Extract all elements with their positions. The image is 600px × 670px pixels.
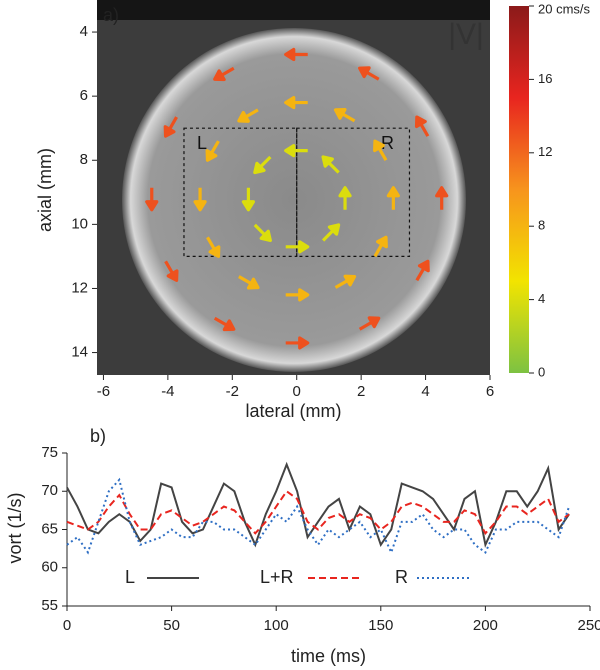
velocity-arrow (333, 107, 356, 123)
vessel (122, 28, 466, 372)
series-line (66, 477, 571, 556)
y-axis-label: axial (mm) (35, 148, 55, 232)
panel-label: a) (103, 5, 119, 25)
region-box (296, 127, 411, 258)
y-tick-label: 10 (71, 215, 88, 232)
x-axis-label: lateral (mm) (245, 401, 341, 421)
velocity-arrow (338, 186, 352, 210)
velocity-arrow (358, 316, 381, 331)
series-line (66, 489, 570, 536)
y-tick-label: 4 (80, 23, 88, 40)
velocity-arrow (145, 187, 159, 212)
y-tick-label: 70 (41, 482, 58, 499)
image-top (97, 0, 490, 20)
velocity-arrow (373, 139, 388, 161)
y-tick-label: 65 (41, 520, 58, 537)
panel-a: -6 -4 -2 0 2 4 6 4 6 8 10 12 14 lateral (mm) axial (mm… (35, 1, 591, 420)
velocity-arrow (285, 240, 310, 254)
velocity-arrow (321, 223, 341, 242)
velocity-arrow (193, 187, 207, 212)
x-tick-label: -6 (97, 383, 110, 400)
velocity-arrow (321, 155, 340, 174)
x-tick-label: 50 (163, 617, 180, 634)
y-tick-label: 6 (80, 87, 88, 104)
x-tick-label: -2 (226, 383, 239, 400)
colorbar-tick-label: 16 (538, 71, 552, 86)
region-box (183, 127, 298, 258)
panel-label: b) (90, 426, 106, 446)
x-axis-label: time (ms) (291, 646, 366, 666)
y-tick-label: 60 (41, 559, 58, 576)
annotation: |V| (448, 18, 484, 51)
y-tick-label: 14 (71, 344, 88, 361)
x-tick-label: 200 (473, 617, 498, 634)
legend-label: R (395, 567, 408, 587)
ultrasound-image (97, 0, 490, 375)
velocity-arrow (163, 116, 178, 138)
colorbar-tick-label: 8 (538, 218, 545, 233)
colorbar-tick-label: 0 (538, 364, 545, 379)
velocity-arrow (285, 288, 310, 302)
region-label: R (381, 133, 394, 153)
velocity-arrow (205, 140, 220, 162)
x-tick-label: 0 (63, 617, 71, 634)
region-label: L (197, 133, 207, 153)
y-tick-label: 8 (80, 151, 88, 168)
velocity-arrow (284, 47, 308, 62)
velocity-arrow (164, 260, 179, 282)
velocity-arrow (358, 66, 380, 81)
x-tick-label: 4 (421, 383, 429, 400)
velocity-arrow (253, 155, 272, 175)
y-tick-label: 55 (41, 597, 58, 614)
x-tick-label: -4 (161, 383, 174, 400)
colorbar-tick-label: 20 cms/s (538, 1, 591, 16)
velocity-arrow (237, 108, 259, 123)
velocity-arrow (334, 274, 357, 289)
colorbar-tick-label: 4 (538, 291, 545, 306)
x-tick-label: 100 (264, 617, 289, 634)
velocity-arrow (415, 259, 430, 282)
legend-label: L (125, 567, 135, 587)
y-axis-label: vort (1/s) (5, 492, 25, 563)
velocity-arrow (284, 95, 308, 110)
velocity-arrow (435, 186, 449, 210)
velocity-arrow (206, 236, 221, 258)
x-tick-label: 150 (368, 617, 393, 634)
velocity-arrow (241, 187, 256, 212)
velocity-arrow (285, 336, 310, 350)
legend-label: L+R (260, 567, 294, 587)
x-tick-label: 250 (577, 617, 600, 634)
velocity-arrow (414, 115, 430, 137)
velocity-arrow (386, 186, 400, 210)
x-tick-label: 6 (486, 383, 494, 400)
velocity-arrow (213, 316, 236, 332)
colorbar-tick-label: 12 (538, 144, 552, 159)
x-tick-label: 0 (293, 383, 301, 400)
velocity-arrow (238, 275, 260, 290)
velocity-arrow (373, 235, 388, 258)
colorbar (509, 6, 529, 373)
velocity-arrow (284, 144, 308, 158)
velocity-arrow (253, 223, 272, 243)
y-tick-label: 12 (71, 279, 88, 296)
series-line (66, 461, 570, 549)
panel-b: 0 50 100 150 200 250 55 60 65 70 75 time (ms) vort (… (5, 426, 600, 666)
velocity-arrow (213, 66, 235, 82)
x-tick-label: 2 (357, 383, 365, 400)
y-tick-label: 75 (41, 444, 58, 461)
